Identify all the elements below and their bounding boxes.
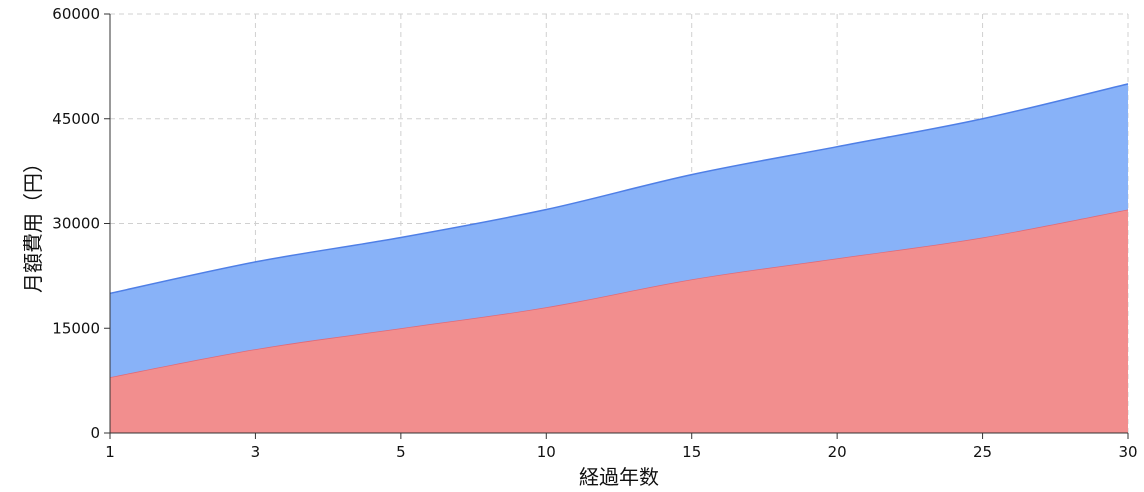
x-tick-label: 1 xyxy=(105,443,115,461)
y-tick-label: 0 xyxy=(90,424,100,442)
x-tick-label: 25 xyxy=(973,443,992,461)
x-tick-label: 3 xyxy=(251,443,261,461)
y-ticks: 0 15000 30000 45000 60000 xyxy=(52,5,110,442)
x-tick-label: 15 xyxy=(682,443,701,461)
x-tick-label: 10 xyxy=(537,443,556,461)
x-ticks: 1 3 5 10 15 20 25 30 xyxy=(105,433,1138,461)
area-series-1 xyxy=(110,209,1128,433)
area-series-2 xyxy=(110,83,1128,378)
area-series-2-line xyxy=(109,83,1129,295)
x-tick-label: 5 xyxy=(396,443,406,461)
y-tick-label: 30000 xyxy=(52,215,100,233)
x-tick-label: 20 xyxy=(828,443,847,461)
x-axis-title: 経過年数 xyxy=(579,465,659,489)
x-tick-label: 30 xyxy=(1118,443,1137,461)
areas xyxy=(109,83,1129,433)
y-tick-label: 60000 xyxy=(52,5,100,23)
y-tick-label: 45000 xyxy=(52,110,100,128)
y-tick-label: 15000 xyxy=(52,319,100,337)
y-axis-title: 月額費用（円） xyxy=(21,153,45,293)
